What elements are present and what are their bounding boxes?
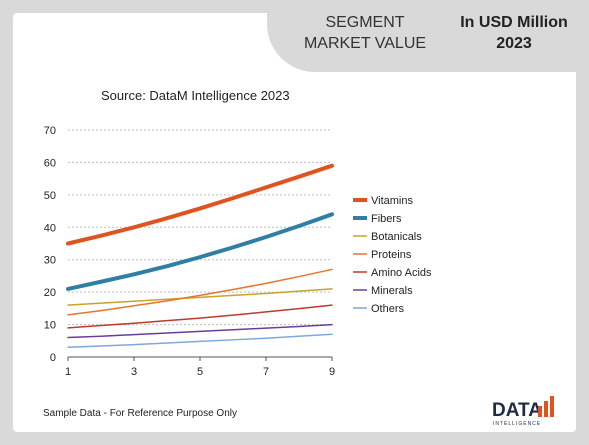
logo-bar-3 <box>550 396 554 417</box>
segment-title: SEGMENT MARKET VALUE <box>300 12 430 54</box>
footnote: Sample Data - For Reference Purpose Only <box>43 408 237 419</box>
y-tick-label: 0 <box>50 352 56 364</box>
legend-label: Proteins <box>371 249 412 261</box>
logo-bar-1 <box>538 406 542 417</box>
y-tick-label: 50 <box>44 190 56 202</box>
chart-legend: Vitamins Fibers Botanicals Proteins Amino Ac… <box>353 195 432 315</box>
header-shape <box>267 0 589 72</box>
legend-label: Vitamins <box>371 195 413 207</box>
series-line-botanicals <box>67 288 333 306</box>
legend-label: Botanicals <box>371 231 422 243</box>
legend-label: Amino Acids <box>371 267 432 279</box>
chart-source: Source: DataM Intelligence 2023 <box>101 88 290 103</box>
unit-title-line2: 2023 <box>496 35 532 52</box>
series-line-minerals <box>67 323 333 339</box>
y-tick-label: 30 <box>44 255 56 267</box>
y-tick-label: 20 <box>44 287 56 299</box>
unit-title-line1: In USD Million <box>460 14 568 31</box>
segment-title-line1: SEGMENT <box>325 14 405 31</box>
company-logo: DATA INTELLIGENCE <box>490 392 560 433</box>
x-tick-label: 7 <box>263 366 269 378</box>
x-tick-label: 3 <box>131 366 137 378</box>
segment-title-line2: MARKET VALUE <box>303 35 427 52</box>
series-line-proteins <box>67 268 333 316</box>
y-tick-label: 70 <box>44 125 56 137</box>
logo-text: DATA <box>492 400 542 421</box>
x-tick-label: 5 <box>197 366 203 378</box>
y-tick-label: 60 <box>44 157 56 169</box>
x-tick-label: 1 <box>65 366 71 378</box>
legend-label: Minerals <box>371 285 413 297</box>
legend-label: Others <box>371 303 405 315</box>
x-tick-label: 9 <box>329 366 335 378</box>
legend-label: Fibers <box>371 213 402 225</box>
y-tick-label: 40 <box>44 222 56 234</box>
logo-subtext: INTELLIGENCE <box>493 421 541 427</box>
series-line-amino-acids <box>67 304 333 329</box>
y-axis: 0 10 20 30 40 50 60 70 <box>44 125 56 364</box>
unit-title: In USD Million 2023 <box>444 12 584 54</box>
series-line-others <box>67 333 333 349</box>
chart-series <box>66 163 334 349</box>
logo-bar-2 <box>544 401 548 417</box>
x-axis: 1 3 5 7 9 <box>65 356 335 378</box>
series-line-fibers <box>66 212 334 291</box>
y-tick-label: 10 <box>44 320 56 332</box>
series-line-vitamins <box>66 163 334 246</box>
report-card <box>13 13 576 432</box>
